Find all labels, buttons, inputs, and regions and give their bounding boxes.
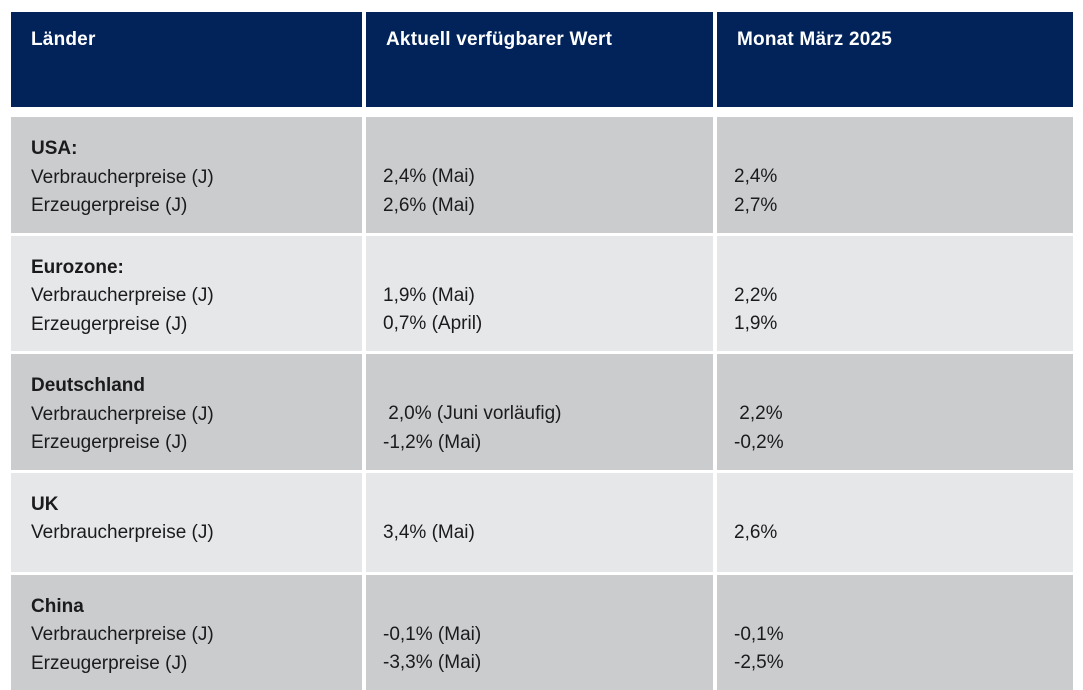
current-value-cell: 1,9% (Mai) 0,7% (April) [366, 236, 713, 352]
country-name: China [31, 593, 344, 622]
current-value-cell: 2,0% (Juni vorläufig) -1,2% (Mai) [366, 354, 713, 470]
country-cell: China Verbraucherpreise (J) Erzeugerprei… [11, 575, 362, 690]
column-header-laender: Länder [11, 12, 362, 107]
metric-labels: Verbraucherpreise (J) [31, 519, 344, 548]
country-cell: USA: Verbraucherpreise (J) Erzeugerpreis… [11, 117, 362, 233]
march-2025-value-cell: -0,1% -2,5% [717, 575, 1073, 690]
table-row-4: China Verbraucherpreise (J) Erzeugerprei… [11, 575, 1073, 690]
current-value-cell: 2,4% (Mai) 2,6% (Mai) [366, 117, 713, 233]
country-name: Eurozone: [31, 254, 344, 283]
metric-labels: Verbraucherpreise (J) Erzeugerpreise (J) [31, 621, 344, 678]
march-2025-value-cell: 2,4% 2,7% [717, 117, 1073, 233]
march-2025-value-cell: 2,2% 1,9% [717, 236, 1073, 352]
table-header-row: Länder Aktuell verfügbarer Wert Monat Mä… [11, 12, 1073, 107]
current-value-cell: 3,4% (Mai) [366, 473, 713, 572]
column-header-monat-maerz-2025: Monat März 2025 [717, 12, 1073, 107]
metric-labels: Verbraucherpreise (J) Erzeugerpreise (J) [31, 282, 344, 339]
metric-labels: Verbraucherpreise (J) Erzeugerpreise (J) [31, 164, 344, 221]
country-cell: Deutschland Verbraucherpreise (J) Erzeug… [11, 354, 362, 470]
metric-labels: Verbraucherpreise (J) Erzeugerpreise (J) [31, 401, 344, 458]
country-name: Deutschland [31, 372, 344, 401]
column-header-aktuell-verfuegbarer-wert: Aktuell verfügbarer Wert [366, 12, 713, 107]
country-cell: UK Verbraucherpreise (J) [11, 473, 362, 572]
march-2025-value-cell: 2,6% [717, 473, 1073, 572]
country-cell: Eurozone: Verbraucherpreise (J) Erzeuger… [11, 236, 362, 352]
country-name: UK [31, 491, 344, 520]
inflation-data-table: Länder Aktuell verfügbarer Wert Monat Mä… [11, 12, 1073, 690]
march-2025-value-cell: 2,2% -0,2% [717, 354, 1073, 470]
table-row-1: Eurozone: Verbraucherpreise (J) Erzeuger… [11, 236, 1073, 352]
country-name: USA: [31, 135, 344, 164]
table-row-0: USA: Verbraucherpreise (J) Erzeugerpreis… [11, 117, 1073, 233]
current-value-cell: -0,1% (Mai) -3,3% (Mai) [366, 575, 713, 690]
table-row-2: Deutschland Verbraucherpreise (J) Erzeug… [11, 354, 1073, 470]
table-body: USA: Verbraucherpreise (J) Erzeugerpreis… [11, 117, 1073, 690]
table-row-3: UK Verbraucherpreise (J) 3,4% (Mai) 2,6% [11, 473, 1073, 572]
